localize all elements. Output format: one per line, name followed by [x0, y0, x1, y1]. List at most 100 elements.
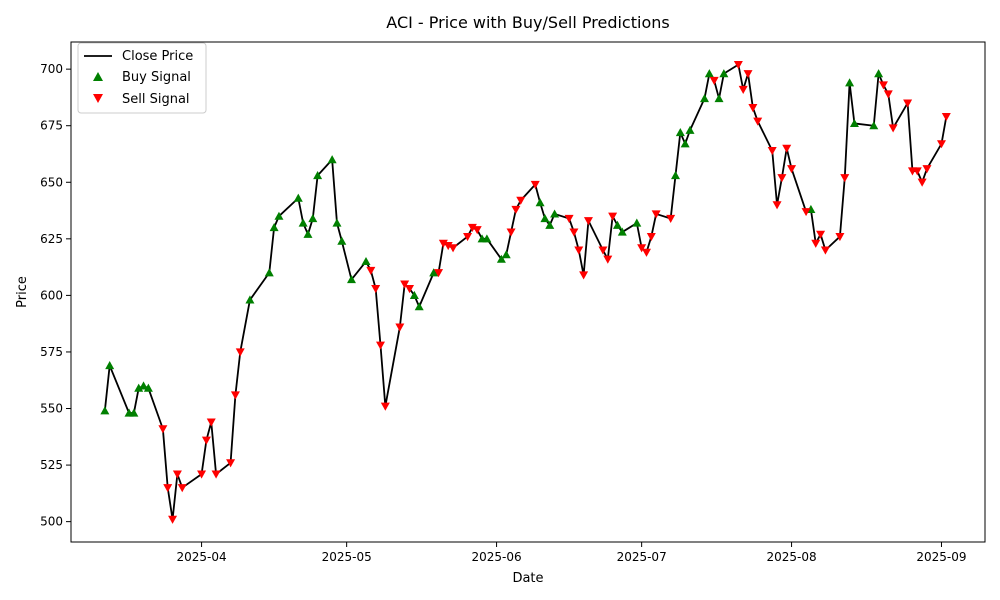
- buy-signal-marker: [264, 268, 274, 277]
- sell-signal-marker: [230, 391, 240, 400]
- sell-signal-marker: [168, 515, 178, 524]
- sell-signal-marker: [472, 226, 482, 235]
- sell-signal-marker: [922, 165, 932, 174]
- buy-signal-marker: [545, 220, 555, 229]
- buy-signal-marker: [134, 383, 144, 392]
- buy-signal-marker: [849, 118, 859, 128]
- sell-signal-marker: [463, 232, 473, 242]
- y-tick-label: 650: [40, 175, 63, 189]
- sell-signal-marker: [579, 271, 589, 280]
- legend-box: [77, 42, 207, 114]
- buy-signal-marker: [535, 198, 545, 207]
- sell-signal-marker: [405, 285, 415, 294]
- sell-signal-marker: [835, 232, 845, 242]
- buy-signal-marker: [327, 155, 337, 164]
- sell-signal-marker: [801, 208, 811, 217]
- sell-signal-marker: [235, 348, 245, 357]
- buy-signal-marker: [274, 211, 284, 220]
- sell-signal-marker: [641, 248, 651, 257]
- sell-signal-marker: [820, 246, 830, 255]
- sell-signal-marker: [506, 228, 516, 237]
- buy-signal-marker: [617, 227, 627, 236]
- buy-signal-marker: [719, 69, 729, 78]
- legend-close-label: Close Price: [122, 49, 193, 64]
- buy-signal-marker: [337, 236, 347, 245]
- sell-signal-marker: [530, 180, 540, 190]
- legend-buy-label: Buy Signal: [122, 70, 191, 85]
- sell-signal-marker: [709, 76, 719, 85]
- buy-signal-marker: [105, 361, 115, 370]
- sell-signal-marker: [376, 341, 386, 350]
- buy-signal-marker: [409, 290, 419, 299]
- sell-signal-marker: [448, 244, 458, 253]
- buy-signal-marker: [540, 213, 550, 223]
- x-tick-label: 2025-06: [471, 550, 521, 564]
- sell-signal-marker: [772, 201, 782, 210]
- sell-signal-marker: [564, 214, 574, 223]
- y-tick-label: 700: [40, 62, 63, 76]
- sell-signal-marker: [400, 280, 410, 289]
- sell-signal-marker: [569, 228, 579, 237]
- chart-title: ACI - Price with Buy/Sell Predictions: [386, 13, 669, 32]
- buy-signal-marker: [293, 193, 303, 202]
- buy-signal-marker: [303, 229, 313, 238]
- legend-sell-marker: [93, 94, 103, 103]
- buy-signal-marker: [874, 69, 884, 78]
- legend-buy-marker: [93, 72, 103, 81]
- buy-signal-marker: [269, 223, 279, 232]
- buy-signal-marker: [361, 256, 371, 266]
- sell-signal-marker: [883, 90, 893, 99]
- sell-signal-marker: [201, 436, 211, 445]
- sell-signal-marker: [903, 99, 913, 108]
- sell-signal-marker: [743, 70, 753, 79]
- sell-signal-marker: [434, 269, 444, 278]
- x-tick-label: 2025-04: [177, 550, 227, 564]
- sell-signal-marker: [767, 146, 777, 156]
- sell-signal-marker: [163, 484, 173, 493]
- buy-signal-marker: [869, 121, 879, 130]
- sell-signal-marker: [511, 205, 521, 214]
- sell-signal-marker: [574, 246, 584, 255]
- buy-signal-marker: [612, 220, 622, 229]
- buy-signal-marker: [139, 381, 149, 390]
- y-tick-label: 525: [40, 458, 63, 472]
- buy-signal-marker: [704, 69, 714, 78]
- sell-signal-marker: [651, 210, 661, 219]
- buy-signal-marker: [429, 268, 439, 277]
- sell-signal-marker: [206, 418, 216, 427]
- y-tick-label: 500: [40, 515, 63, 529]
- y-tick-label: 550: [40, 402, 63, 416]
- buy-signal-marker: [670, 170, 680, 180]
- sell-signal-marker: [516, 196, 526, 205]
- sell-signal-marker: [371, 285, 381, 294]
- sell-signal-marker: [438, 239, 448, 248]
- sell-signal-marker: [936, 140, 946, 149]
- buy-signal-marker: [298, 218, 308, 227]
- plot-area: [70, 41, 986, 543]
- sell-signal-marker: [646, 232, 656, 242]
- y-axis-title: Price: [15, 276, 30, 308]
- sell-signal-marker: [467, 223, 477, 233]
- y-tick-label: 625: [40, 232, 63, 246]
- buy-signal-marker: [496, 254, 506, 263]
- x-tick-label: 2025-07: [617, 550, 667, 564]
- buy-signal-marker: [685, 125, 695, 134]
- x-axis-title: Date: [512, 571, 543, 586]
- buy-signal-marker: [550, 209, 560, 218]
- x-tick-label: 2025-05: [322, 550, 372, 564]
- x-tick-label: 2025-08: [766, 550, 816, 564]
- sell-signal-marker: [777, 174, 787, 183]
- sell-signal-marker: [733, 61, 743, 70]
- x-axis: 2025-04 2025-05 2025-06 2025-07 2025-08 2025-…: [177, 542, 967, 564]
- legend: Close Price Buy Signal Sell Signal: [77, 42, 207, 114]
- legend-sell-label: Sell Signal: [122, 92, 190, 107]
- buy-signal-marker: [332, 218, 342, 227]
- buy-signal-marker: [845, 78, 855, 87]
- sell-signal-marker: [211, 470, 221, 479]
- x-tick-label: 2025-09: [916, 550, 966, 564]
- sell-signal-marker: [816, 230, 826, 239]
- sell-signal-marker: [443, 242, 453, 251]
- sell-signal-marker: [941, 113, 951, 122]
- series-layer: [100, 61, 951, 524]
